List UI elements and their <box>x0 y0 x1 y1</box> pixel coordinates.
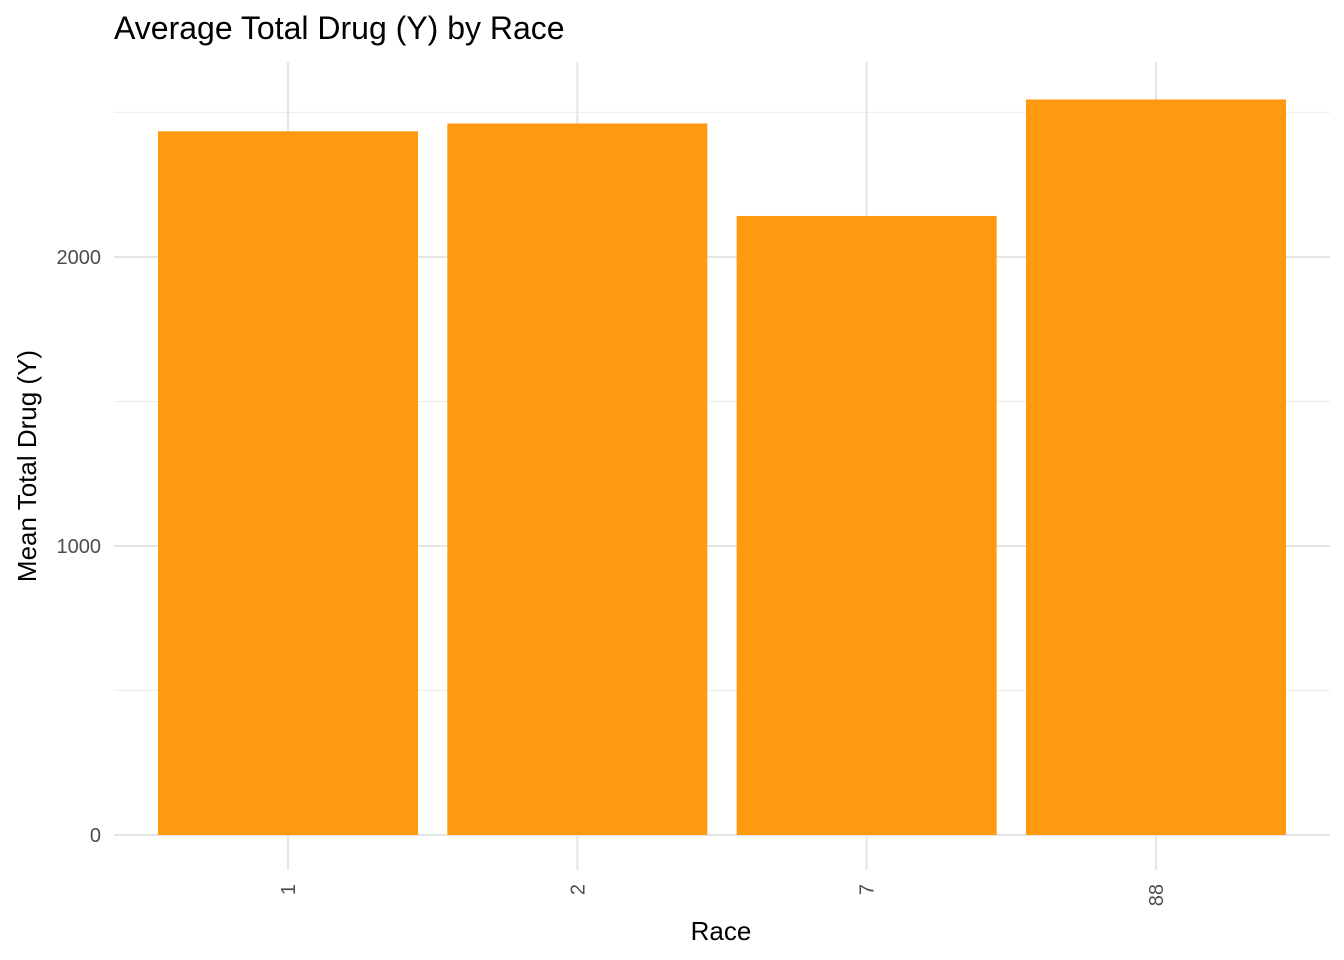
y-axis-tick-labels: 0 1000 2000 <box>57 247 102 847</box>
x-axis-title: Race <box>691 916 752 946</box>
y-tick-label: 2000 <box>57 247 102 269</box>
y-tick-label: 0 <box>90 825 101 847</box>
y-tick-label: 1000 <box>57 536 102 558</box>
x-tick-label: 1 <box>278 884 300 895</box>
x-tick-label: 88 <box>1146 884 1168 906</box>
bars <box>158 99 1286 836</box>
x-axis-tick-labels: 1 2 7 88 <box>278 884 1168 906</box>
bar-2 <box>447 123 708 836</box>
bar-1 <box>158 131 418 835</box>
y-axis-title: Mean Total Drug (Y) <box>12 350 42 582</box>
bar-7 <box>736 215 997 835</box>
x-tick-label: 2 <box>567 884 589 895</box>
chart-title: Average Total Drug (Y) by Race <box>114 10 565 46</box>
x-tick-label: 7 <box>857 884 879 895</box>
bar-88 <box>1025 99 1286 836</box>
